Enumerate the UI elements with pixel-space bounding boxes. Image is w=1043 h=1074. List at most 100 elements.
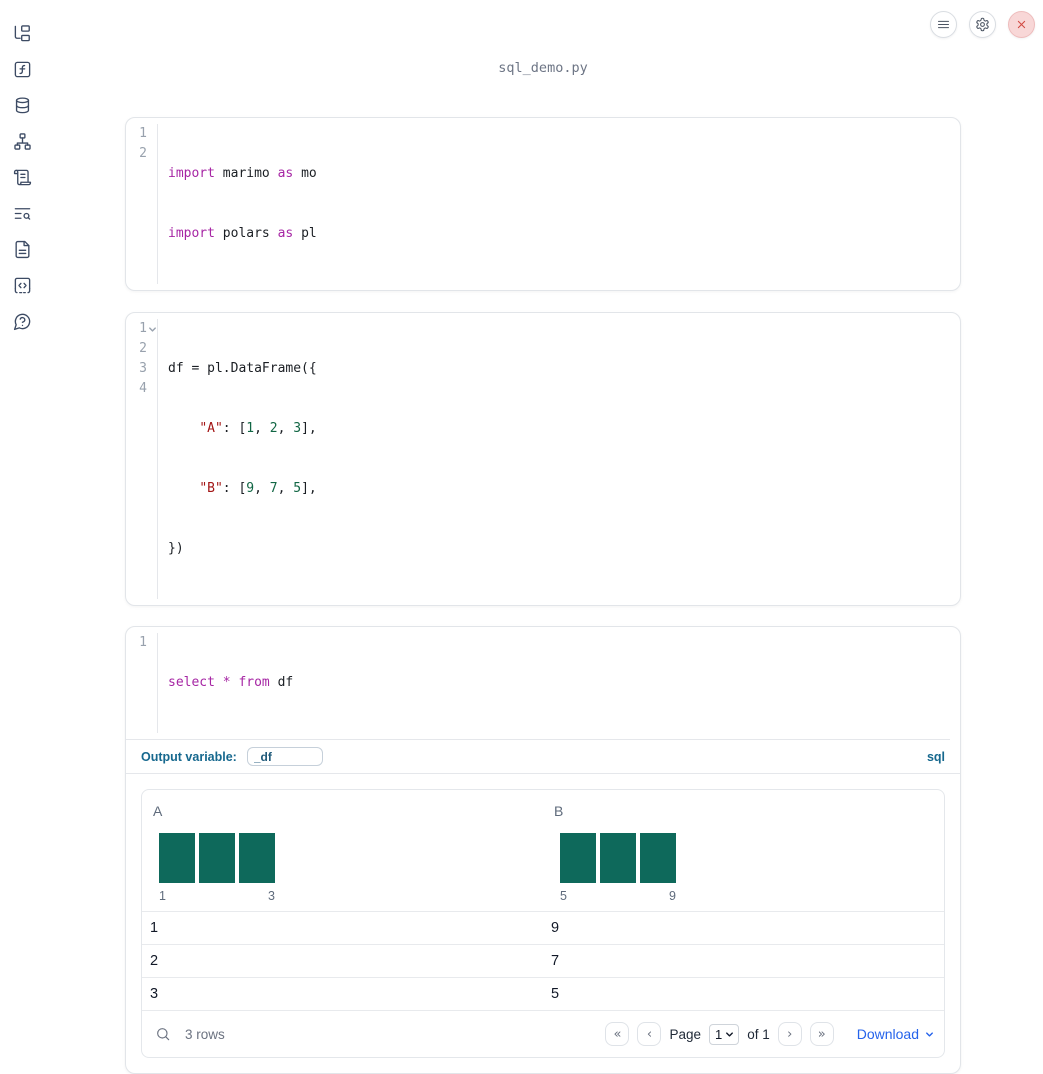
line-number: 1	[139, 126, 147, 141]
close-x-icon	[1017, 20, 1026, 29]
page-total-label: of 1	[747, 1026, 770, 1042]
column-header: B	[554, 803, 564, 819]
table-cell: 3	[150, 986, 159, 1002]
chevron-down-icon	[926, 1031, 933, 1037]
sidebar-item-help[interactable]	[8, 307, 36, 335]
file-tree-icon	[14, 24, 30, 41]
code-square-dashed-icon	[14, 277, 30, 293]
line-number-gutter: 1 2	[126, 124, 158, 284]
window-controls	[930, 11, 1035, 38]
sidebar-item-snippets[interactable]	[8, 271, 36, 299]
table-row: 1 9	[142, 911, 944, 944]
table-row: 2 7	[142, 944, 944, 977]
line-number: 1	[126, 319, 157, 339]
output-variable-label: Output variable:	[141, 749, 237, 764]
previous-page-button[interactable]: ‹	[637, 1022, 662, 1046]
code-content[interactable]: df = pl.DataFrame({ "A": [1, 2, 3], "B":…	[158, 319, 317, 599]
histogram-bar	[239, 833, 275, 883]
page-label: Page	[669, 1026, 701, 1042]
histogram-a	[159, 833, 543, 883]
helper-panel-sidebar	[0, 0, 44, 713]
code-content[interactable]: select * from df	[158, 633, 293, 733]
table-cell: 1	[150, 920, 159, 936]
gear-icon	[976, 17, 989, 32]
code-line: "B": [9, 7, 5],	[199, 481, 317, 496]
table-footer: 3 rows « ‹ Page 1 of 1 › » Downloa	[142, 1010, 944, 1057]
notebook-filename[interactable]: sql_demo.py	[498, 60, 588, 76]
notebook-menu-button[interactable]	[930, 11, 957, 38]
chevron-down-icon	[726, 1031, 734, 1037]
code-line: import marimo as mo	[168, 166, 317, 181]
database-icon	[15, 96, 29, 113]
table-search-button[interactable]	[151, 1022, 175, 1046]
code-line: select * from df	[168, 675, 294, 690]
sidebar-item-dependency-graph[interactable]	[8, 127, 36, 155]
code-editor[interactable]: 1 2 import marimo as mo import polars as…	[126, 118, 960, 290]
output-variable-input[interactable]	[246, 747, 323, 766]
histogram-bar	[640, 833, 676, 883]
code-cell-imports: 1 2 import marimo as mo import polars as…	[125, 117, 961, 291]
table-row: 3 5	[142, 977, 944, 1010]
cell-output-area: A 1 3 B	[126, 773, 960, 1073]
sidebar-item-logs[interactable]	[8, 199, 36, 227]
axis-max-label: 9	[669, 889, 676, 903]
histogram-bar	[560, 833, 596, 883]
shutdown-button[interactable]	[1008, 11, 1035, 38]
chevron-left-icon: ‹	[646, 1026, 653, 1042]
line-number: 2	[139, 146, 147, 161]
column-summary-a: A 1 3	[142, 803, 543, 911]
code-line: })	[168, 541, 184, 556]
sidebar-item-tracebacks[interactable]	[8, 163, 36, 191]
page-select[interactable]: 1	[708, 1023, 740, 1045]
hamburger-menu-icon	[937, 20, 950, 29]
first-page-button[interactable]: «	[605, 1022, 630, 1046]
sidebar-item-variables[interactable]	[8, 55, 36, 83]
file-text-icon	[14, 240, 30, 258]
chevron-right-icon: ›	[787, 1026, 793, 1042]
settings-button[interactable]	[969, 11, 996, 38]
code-cell-dataframe: 1 2 3 4 df = pl.DataFrame({ "A": [1, 2, …	[125, 312, 961, 606]
code-editor[interactable]: 1 2 3 4 df = pl.DataFrame({ "A": [1, 2, …	[126, 313, 960, 605]
dataframe-table: A 1 3 B	[141, 789, 945, 1058]
last-page-button[interactable]: »	[809, 1022, 834, 1046]
table-cell: 9	[551, 920, 560, 936]
network-icon	[13, 132, 31, 150]
row-count-label: 3 rows	[185, 1026, 225, 1042]
sidebar-item-documentation[interactable]	[8, 235, 36, 263]
download-label: Download	[856, 1026, 919, 1042]
function-square-icon	[14, 61, 30, 77]
axis-min-label: 5	[560, 889, 567, 903]
notebook: sql_demo.py 1 2 import marimo as mo impo…	[125, 0, 961, 1074]
next-page-button[interactable]: ›	[777, 1022, 802, 1046]
help-bubble-icon	[13, 313, 30, 330]
line-number: 3	[139, 361, 147, 376]
double-chevron-left-icon: «	[613, 1026, 622, 1042]
sidebar-item-file-explorer[interactable]	[8, 19, 36, 47]
language-badge: sql	[926, 749, 945, 764]
page-select-value: 1	[714, 1026, 723, 1042]
sql-cell: 1 select * from df Output variable: sql …	[125, 626, 961, 1074]
histogram-b	[560, 833, 944, 883]
table-cell: 2	[150, 953, 159, 969]
sql-editor[interactable]: 1 select * from df	[126, 627, 960, 739]
histogram-bar	[199, 833, 235, 883]
axis-min-label: 1	[159, 889, 166, 903]
column-summary-b: B 5 9	[543, 803, 944, 911]
pagination: « ‹ Page 1 of 1 › » Download	[605, 1022, 935, 1046]
code-line: df = pl.DataFrame({	[168, 361, 317, 376]
code-line: "A": [1, 2, 3],	[199, 421, 317, 436]
histogram-axis: 5 9	[560, 889, 676, 903]
line-number: 2	[139, 341, 147, 356]
download-button[interactable]: Download	[857, 1026, 935, 1042]
scroll-icon	[13, 169, 31, 185]
axis-max-label: 3	[268, 889, 275, 903]
table-cell: 7	[551, 953, 560, 969]
histogram-bar	[159, 833, 195, 883]
sql-options-row: Output variable: sql	[126, 740, 960, 773]
code-content[interactable]: import marimo as mo import polars as pl	[158, 124, 317, 284]
sidebar-item-data-sources[interactable]	[8, 91, 36, 119]
text-search-icon	[14, 207, 30, 220]
fold-chevron-icon[interactable]	[148, 325, 157, 334]
code-line: import polars as pl	[168, 226, 317, 241]
line-number: 4	[139, 381, 147, 396]
